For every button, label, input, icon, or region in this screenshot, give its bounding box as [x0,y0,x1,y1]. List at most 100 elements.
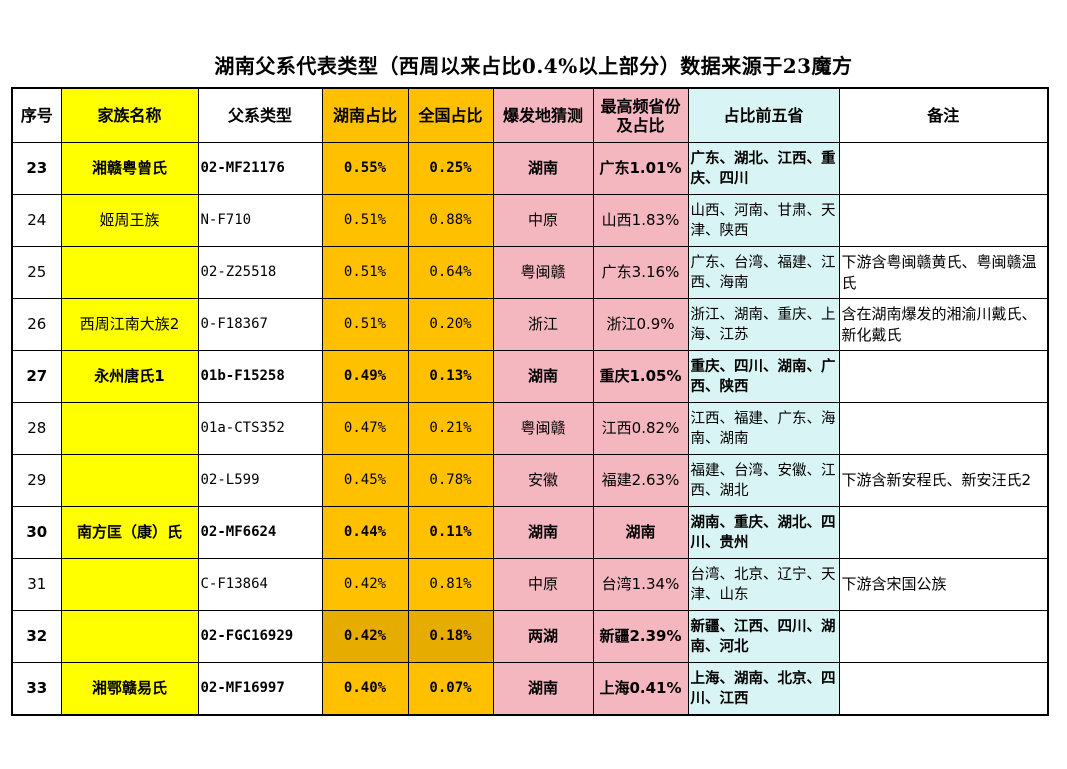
cell-type: 02-MF6624 [197,506,323,559]
cell-national: 0.21% [407,402,494,455]
cell-index: 33 [11,662,62,716]
cell-hunan: 0.55% [321,142,409,195]
cell-note [838,350,1049,403]
header-type: 父系类型 [197,87,323,143]
cell-type: 02-MF21176 [197,142,323,195]
cell-note [838,142,1049,195]
cell-family: 湘鄂赣易氏 [60,662,199,716]
cell-national: 0.18% [407,610,494,663]
cell-max-province: 福建2.63% [592,454,689,507]
table-row: 27 永州唐氏1 01b-F15258 0.49% 0.13% 湖南 重庆1.05% 重庆、四… [11,350,1049,403]
header-top5: 占比前五省 [687,87,840,143]
cell-hunan: 0.45% [321,454,409,507]
cell-max-province: 广东3.16% [592,246,689,299]
cell-max-province: 台湾1.34% [592,558,689,611]
cell-index: 24 [11,194,62,247]
cell-burst: 浙江 [492,298,594,351]
cell-national: 0.25% [407,142,494,195]
cell-family: 姬周王族 [60,194,199,247]
cell-type: C-F13864 [197,558,323,611]
cell-burst: 湖南 [492,506,594,559]
cell-family [60,454,199,507]
cell-index: 26 [11,298,62,351]
cell-index: 32 [11,610,62,663]
cell-hunan: 0.44% [321,506,409,559]
cell-note: 下游含粤闽赣黄氏、粤闽赣温氏 [838,246,1049,299]
table-row: 26 西周江南大族2 0-F18367 0.51% 0.20% 浙江 浙江0.9% 浙江、湖南… [11,298,1049,351]
cell-family: 永州唐氏1 [60,350,199,403]
cell-top5: 重庆、四川、湖南、广西、陕西 [687,350,840,403]
cell-burst: 粤闽赣 [492,402,594,455]
cell-burst: 粤闽赣 [492,246,594,299]
table-row: 33 湘鄂赣易氏 02-MF16997 0.40% 0.07% 湖南 上海0.41% 上海、湖… [11,662,1049,716]
cell-max-province: 上海0.41% [592,662,689,716]
cell-national: 0.07% [407,662,494,716]
cell-top5: 湖南、重庆、湖北、四川、贵州 [687,506,840,559]
cell-index: 28 [11,402,62,455]
cell-max-province: 浙江0.9% [592,298,689,351]
cell-type: 0-F18367 [197,298,323,351]
cell-family: 西周江南大族2 [60,298,199,351]
cell-note [838,402,1049,455]
table-row: 30 南方匡（康）氏 02-MF6624 0.44% 0.11% 湖南 湖南 湖南、重庆、湖北… [11,506,1049,559]
header-national: 全国占比 [407,87,494,143]
cell-national: 0.81% [407,558,494,611]
cell-burst: 两湖 [492,610,594,663]
cell-top5: 新疆、江西、四川、湖南、河北 [687,610,840,663]
cell-max-province: 新疆2.39% [592,610,689,663]
cell-max-province: 重庆1.05% [592,350,689,403]
cell-max-province: 湖南 [592,506,689,559]
table-row: 28 01a-CTS352 0.47% 0.21% 粤闽赣 江西0.82% 江西、福建、广东… [11,402,1049,455]
cell-burst: 安徽 [492,454,594,507]
cell-hunan: 0.42% [321,610,409,663]
cell-index: 29 [11,454,62,507]
cell-index: 30 [11,506,62,559]
cell-hunan: 0.51% [321,246,409,299]
header-family: 家族名称 [60,87,199,143]
cell-max-province: 山西1.83% [592,194,689,247]
cell-note: 下游含宋国公族 [838,558,1049,611]
cell-family: 湘赣粤曾氏 [60,142,199,195]
table-row: 29 02-L599 0.45% 0.78% 安徽 福建2.63% 福建、台湾、安徽、江西、… [11,454,1049,507]
table-row: 23 湘赣粤曾氏 02-MF21176 0.55% 0.25% 湖南 广东1.01% 广东、湖… [11,142,1049,195]
cell-type: 02-Z25518 [197,246,323,299]
table-row: 24 姬周王族 N-F710 0.51% 0.88% 中原 山西1.83% 山西、河南、甘肃、… [11,194,1049,247]
page-title: 湖南父系代表类型（西周以来占比0.4%以上部分）数据来源于23魔方 [214,54,853,78]
cell-national: 0.78% [407,454,494,507]
cell-family [60,558,199,611]
cell-note: 下游含新安程氏、新安汪氏2 [838,454,1049,507]
cell-note [838,662,1049,716]
cell-top5: 台湾、北京、辽宁、天津、山东 [687,558,840,611]
cell-index: 27 [11,350,62,403]
cell-national: 0.11% [407,506,494,559]
cell-top5: 广东、湖北、江西、重庆、四川 [687,142,840,195]
cell-top5: 江西、福建、广东、海南、湖南 [687,402,840,455]
cell-type: 02-FGC16929 [197,610,323,663]
cell-index: 31 [11,558,62,611]
cell-max-province: 广东1.01% [592,142,689,195]
cell-hunan: 0.51% [321,298,409,351]
cell-max-province: 江西0.82% [592,402,689,455]
header-burst: 爆发地猜测 [492,87,594,143]
cell-note [838,194,1049,247]
cell-top5: 山西、河南、甘肃、天津、陕西 [687,194,840,247]
cell-top5: 广东、台湾、福建、江西、海南 [687,246,840,299]
cell-burst: 湖南 [492,142,594,195]
header-index: 序号 [11,87,62,143]
cell-note [838,506,1049,559]
cell-burst: 中原 [492,194,594,247]
cell-family [60,610,199,663]
cell-family [60,402,199,455]
cell-type: N-F710 [197,194,323,247]
cell-national: 0.13% [407,350,494,403]
cell-type: 02-MF16997 [197,662,323,716]
cell-hunan: 0.49% [321,350,409,403]
table-row: 31 C-F13864 0.42% 0.81% 中原 台湾1.34% 台湾、北京、辽宁、天津… [11,558,1049,611]
cell-burst: 中原 [492,558,594,611]
cell-index: 25 [11,246,62,299]
cell-note [838,610,1049,663]
header-max-province: 最高频省份及占比 [592,87,689,143]
cell-hunan: 0.42% [321,558,409,611]
cell-hunan: 0.40% [321,662,409,716]
table-row: 32 02-FGC16929 0.42% 0.18% 两湖 新疆2.39% 新疆、江西、四川… [11,610,1049,663]
